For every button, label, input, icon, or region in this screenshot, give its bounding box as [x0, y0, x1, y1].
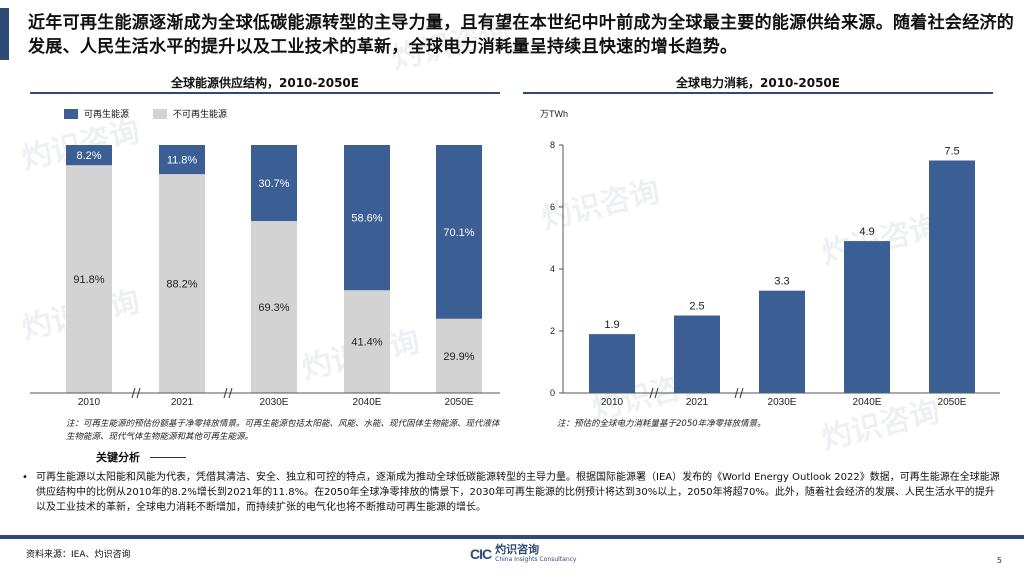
y-tick-label: 6: [550, 202, 555, 212]
axis-break-mark: [136, 387, 141, 399]
y-tick-label: 4: [550, 264, 555, 274]
bar: [674, 315, 720, 393]
left-chart-legend: 可再生能源 不可再生能源: [64, 107, 245, 120]
x-tick-label: 2040E: [853, 397, 882, 408]
y-tick-label: 2: [550, 326, 555, 336]
left-chart-title: 全球能源供应结构，2010-2050E: [171, 76, 359, 90]
data-label: 1.9: [604, 319, 619, 331]
logo-en: China Insights Consultancy: [495, 556, 577, 563]
data-label: 3.3: [774, 276, 789, 288]
axis-break-mark: [739, 387, 744, 399]
x-tick-label: 2050E: [938, 397, 967, 408]
stacked-bar-nonrenewable: [344, 290, 390, 393]
data-label-renewable: 58.6%: [351, 213, 382, 225]
data-label-nonrenewable: 69.3%: [258, 302, 289, 314]
logo-text: 灼识咨询 China Insights Consultancy: [495, 543, 577, 564]
data-label-nonrenewable: 29.9%: [443, 351, 474, 363]
legend-swatch-nonrenewable: [153, 108, 168, 119]
right-chart-note: 注：预估的全球电力消耗量基于2050年净零排放情景。: [557, 419, 766, 429]
data-label: 2.5: [689, 301, 704, 313]
data-label: 7.5: [944, 146, 959, 158]
page-number: 5: [996, 556, 1002, 565]
analysis-title: 关键分析: [96, 451, 140, 464]
axis-break-mark: [223, 387, 228, 399]
stacked-bar-nonrenewable: [159, 174, 205, 393]
data-label-renewable: 11.8%: [167, 155, 198, 167]
stacked-bar-renewable: [251, 145, 297, 222]
stacked-bar-nonrenewable: [251, 221, 297, 393]
legend-label-nonrenewable: 不可再生能源: [173, 110, 228, 120]
page-headline: 近年可再生能源逐渐成为全球低碳能源转型的主导力量，且有望在本世纪中叶前成为全球最…: [28, 13, 1015, 57]
axis-break-mark: [649, 387, 654, 399]
x-tick-label: 2030E: [260, 397, 289, 408]
y-tick-label: 0: [550, 388, 555, 398]
analysis-heading-line: [150, 456, 186, 458]
data-label-nonrenewable: 91.8%: [73, 274, 104, 286]
analysis-bullet: 可再生能源以太阳能和风能为代表，凭借其清洁、安全、独立和可控的特点，逐渐成为推动…: [22, 470, 1001, 515]
stacked-bar-renewable: [436, 145, 482, 319]
x-tick-label: 2021: [686, 397, 709, 408]
stacked-bar-nonrenewable: [66, 165, 112, 393]
data-label-nonrenewable: 88.2%: [166, 279, 197, 291]
bar: [844, 241, 890, 393]
analysis-heading: 关键分析: [96, 449, 186, 465]
data-label: 4.9: [859, 226, 874, 238]
axis-break-mark: [131, 387, 136, 399]
legend-nonrenewable: 不可再生能源: [153, 107, 227, 120]
axis-break-mark: [734, 387, 739, 399]
legend-label-renewable: 可再生能源: [84, 110, 130, 120]
axis-break-mark: [228, 387, 233, 399]
axis-break-mark: [654, 387, 659, 399]
logo-mark: CIC: [470, 545, 492, 562]
x-tick-label: 2040E: [353, 397, 382, 408]
legend-swatch-renewable: [64, 108, 78, 119]
bar: [929, 160, 975, 393]
title-accent-bar: [0, 8, 9, 60]
y-tick-label: 8: [550, 140, 555, 150]
source-note: 资料来源：IEA、灼识咨询: [26, 550, 131, 560]
x-tick-label: 2010: [78, 397, 101, 408]
left-title-rule: [30, 92, 500, 94]
logo-cn: 灼识咨询: [495, 543, 540, 556]
legend-renewable: 可再生能源: [64, 107, 129, 120]
x-tick-label: 2021: [171, 397, 194, 408]
y-axis-unit: 万TWh: [540, 109, 568, 119]
left-chart-note: 注：可再生能源的预估份额基于净零排放情景。可再生能源包括太阳能、风能、水能、现代…: [66, 419, 500, 442]
x-tick-label: 2030E: [768, 397, 797, 408]
right-title-rule: [523, 92, 993, 94]
company-logo: CIC 灼识咨询 China Insights Consultancy: [470, 543, 577, 564]
stacked-bar-renewable: [344, 145, 390, 291]
bar: [589, 334, 635, 393]
stacked-bar-renewable: [159, 145, 205, 175]
data-label-renewable: 30.7%: [258, 178, 289, 190]
footer-rule: [0, 535, 1024, 539]
data-label-renewable: 8.2%: [76, 150, 101, 162]
right-chart-title: 全球电力消耗，2010-2050E: [676, 76, 840, 90]
x-tick-label: 2050E: [445, 397, 474, 408]
data-label-nonrenewable: 41.4%: [351, 337, 382, 349]
bar: [759, 290, 805, 393]
x-tick-label: 2010: [601, 397, 624, 408]
stacked-bar-nonrenewable: [436, 318, 482, 393]
data-label-renewable: 70.1%: [443, 227, 474, 239]
stacked-bar-renewable: [66, 145, 112, 166]
